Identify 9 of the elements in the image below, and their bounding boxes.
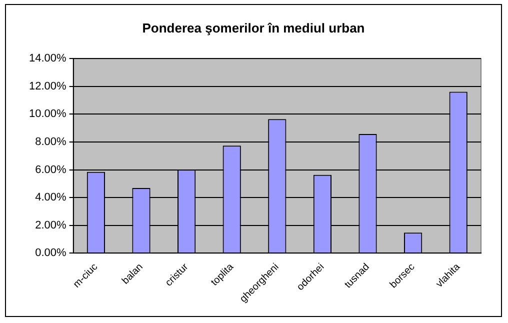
y-tick-label: 4.00% xyxy=(35,192,67,204)
y-tick-label: 8.00% xyxy=(35,136,67,148)
y-tick-label: 2.00% xyxy=(35,219,67,232)
y-tick-label: 0.00% xyxy=(35,247,67,260)
y-tick-label: 10.00% xyxy=(28,108,67,120)
y-tick-label: 12.00% xyxy=(28,80,67,92)
chart-title: Ponderea şomerilor în mediul urban xyxy=(142,20,365,36)
y-tick-label: 6.00% xyxy=(35,164,67,176)
y-tick-label: 14.00% xyxy=(28,52,67,65)
